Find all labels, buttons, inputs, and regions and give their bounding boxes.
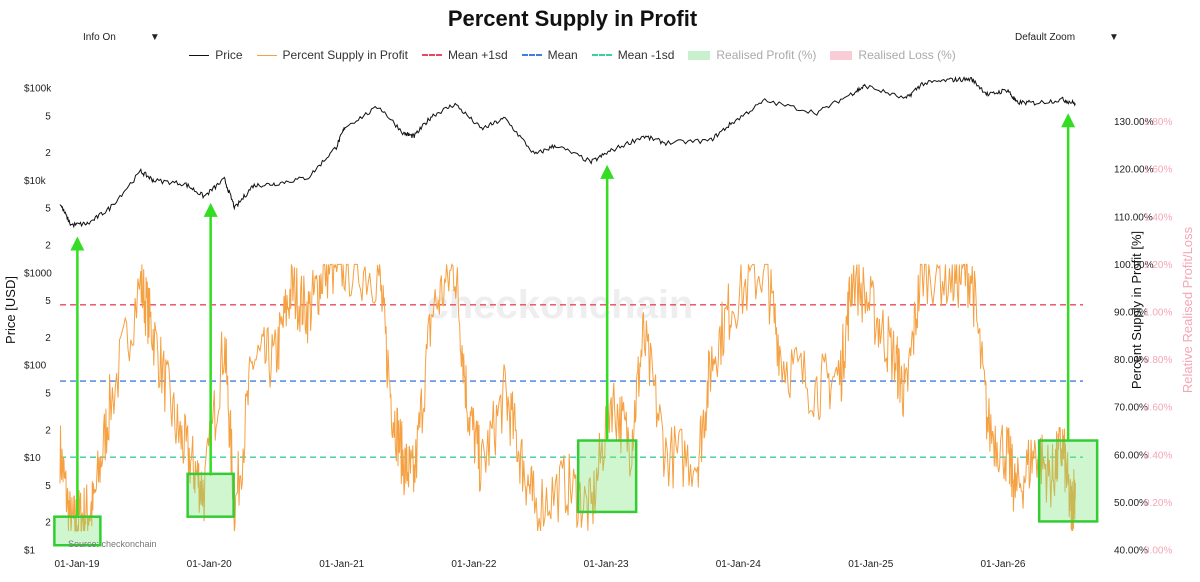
- legend-item[interactable]: Mean -1sd: [591, 48, 675, 62]
- y-left-tick-label: 2: [45, 148, 51, 159]
- x-tick-label: 01-Jan-23: [584, 559, 629, 570]
- y-left-tick-label: $1: [24, 546, 36, 557]
- y-right-tick-label: 70.00%: [1114, 403, 1148, 414]
- y-left-tick-label: $100k: [24, 84, 52, 95]
- info-toggle[interactable]: Info On ▼: [83, 32, 160, 43]
- y-left-tick-label: $100: [24, 361, 47, 372]
- highlight-box: [576, 439, 638, 514]
- x-tick-label: 01-Jan-22: [451, 559, 496, 570]
- legend-label: Mean: [547, 48, 578, 62]
- arrow-head: [600, 164, 615, 179]
- y-right-tick-label: 130.00%: [1114, 117, 1154, 128]
- arrow-head: [203, 202, 218, 217]
- y-right2-tick-label: 0.20%: [1144, 498, 1172, 509]
- x-tick-label: 01-Jan-19: [55, 559, 100, 570]
- y-left-tick-label: 5: [45, 481, 51, 492]
- y-right-tick-label: 120.00%: [1114, 165, 1154, 176]
- legend-label: Realised Loss (%): [858, 48, 956, 62]
- zoom-select[interactable]: Default Zoom ▼: [1015, 32, 1119, 43]
- y-right2-tick-label: 1.00%: [1144, 308, 1172, 319]
- source-label: Source: checkonchain: [68, 539, 157, 549]
- y-left-tick-label: 5: [45, 389, 51, 400]
- legend-label: Mean -1sd: [617, 48, 675, 62]
- legend-swatch: [521, 54, 542, 56]
- y-right2-tick-label: 1.20%: [1144, 260, 1172, 271]
- y-right-tick-label: 100.00%: [1114, 260, 1154, 271]
- info-toggle-label: Info On: [83, 32, 116, 43]
- y-left-tick-label: 2: [45, 518, 51, 529]
- y-right2-tick-label: 1.40%: [1144, 212, 1172, 223]
- highlight-box: [186, 472, 235, 518]
- legend-swatch: [688, 50, 711, 60]
- y-left-tick-label: 5: [45, 296, 51, 307]
- y-left-tick-label: $1000: [24, 268, 52, 279]
- legend-swatch: [591, 54, 612, 56]
- y-left-tick-label: $10k: [24, 176, 47, 187]
- y-right2-tick-label: 0.00%: [1144, 546, 1172, 557]
- y-right-tick-label: 80.00%: [1114, 355, 1148, 366]
- y-left-tick-label: $10: [24, 453, 41, 464]
- chart-legend: Price Percent Supply in Profit Mean +1sd Me…: [0, 48, 1145, 62]
- y-right2-tick-label: 1.80%: [1144, 117, 1172, 128]
- y-right-tick-label: 90.00%: [1114, 308, 1148, 319]
- y-right-tick-label: 110.00%: [1114, 212, 1153, 223]
- legend-item[interactable]: Mean +1sd: [421, 48, 508, 62]
- legend-item[interactable]: Price: [189, 48, 243, 62]
- legend-item[interactable]: Percent Supply in Profit: [256, 48, 408, 62]
- x-tick-label: 01-Jan-20: [187, 559, 232, 570]
- legend-swatch: [421, 54, 442, 56]
- legend-swatch: [830, 50, 853, 60]
- legend-item[interactable]: Mean: [521, 48, 578, 62]
- y-left-tick-label: 2: [45, 425, 51, 436]
- chevron-down-icon: ▼: [149, 32, 160, 43]
- legend-label: Price: [215, 48, 243, 62]
- y-right-tick-label: 50.00%: [1114, 498, 1148, 509]
- legend-swatch: [189, 54, 210, 56]
- arrow-head: [70, 236, 85, 251]
- y-right2-tick-label: 0.80%: [1144, 355, 1172, 366]
- arrow-head: [1061, 113, 1076, 128]
- series-line-price: [59, 75, 1076, 229]
- zoom-select-label: Default Zoom: [1015, 32, 1076, 43]
- legend-item[interactable]: Realised Loss (%): [830, 48, 956, 62]
- y-left-tick-label: 2: [45, 333, 51, 344]
- legend-label: Percent Supply in Profit: [282, 48, 408, 62]
- y-right-tick-label: 40.00%: [1114, 546, 1148, 557]
- y-right2-tick-label: 1.60%: [1144, 165, 1172, 176]
- y-right-tick-label: 60.00%: [1114, 450, 1148, 461]
- chart-title: Percent Supply in Profit: [447, 6, 698, 31]
- y-axis-title-left: Price [USD]: [3, 276, 18, 344]
- chevron-down-icon: ▼: [1109, 32, 1119, 43]
- x-tick-label: 01-Jan-25: [848, 559, 893, 570]
- x-tick-label: 01-Jan-24: [716, 559, 761, 570]
- y-left-tick-label: 2: [45, 240, 51, 251]
- highlight-box: [53, 515, 102, 547]
- y-axis-title-right: Percent Supply in Profit [%]: [1129, 231, 1144, 389]
- legend-swatch: [256, 54, 277, 56]
- legend-label: Realised Profit (%): [716, 48, 817, 62]
- y-axis-title-right2: Relative Realised Profit/Loss: [1180, 226, 1195, 393]
- highlight-box: [1037, 439, 1099, 523]
- legend-label: Mean +1sd: [447, 48, 508, 62]
- y-right2-tick-label: 0.60%: [1144, 403, 1172, 414]
- y-left-tick-label: 5: [45, 111, 51, 122]
- legend-item[interactable]: Realised Profit (%): [688, 48, 816, 62]
- x-tick-label: 01-Jan-21: [319, 559, 364, 570]
- y-right2-tick-label: 0.40%: [1144, 450, 1172, 461]
- x-tick-label: 01-Jan-26: [980, 559, 1025, 570]
- y-left-tick-label: 5: [45, 204, 51, 215]
